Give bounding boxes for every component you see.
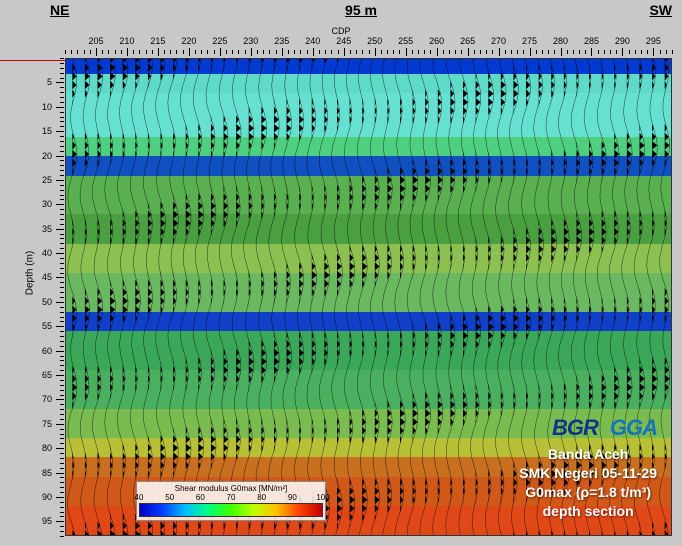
gga-logo: GGA [610, 415, 657, 441]
y-tick-label: 55 [42, 321, 52, 331]
x-tick-label: 205 [88, 36, 103, 46]
distance-label: 95 m [345, 2, 377, 18]
x-tick-label: 225 [212, 36, 227, 46]
y-tick-label: 65 [42, 370, 52, 380]
caption-param: G0max (ρ=1.8 t/m³) [519, 483, 657, 502]
x-tick-label: 260 [429, 36, 444, 46]
x-tick-label: 235 [274, 36, 289, 46]
caption-type: depth section [519, 502, 657, 521]
colorbar-tick: 70 [227, 493, 236, 502]
x-tick-label: 215 [150, 36, 165, 46]
y-tick-label: 25 [42, 175, 52, 185]
colorbar-tick: 50 [165, 493, 174, 502]
y-tick-label: 20 [42, 151, 52, 161]
x-tick-label: 220 [181, 36, 196, 46]
colorbar-tick: 60 [196, 493, 205, 502]
colorbar-tick: 100 [316, 493, 329, 502]
x-tick-label: 250 [367, 36, 382, 46]
direction-ne-label: NE [50, 2, 69, 18]
x-tick-label: 280 [553, 36, 568, 46]
colorbar: Shear modulus G0max [MN/m²] 40 50 60 70 80 90… [136, 481, 326, 521]
figure-caption: Banda Aceh SMK Negeri 05-11-29 G0max (ρ=… [519, 445, 657, 521]
x-tick-label: 230 [243, 36, 258, 46]
y-tick-label: 10 [42, 102, 52, 112]
caption-location: Banda Aceh [519, 445, 657, 464]
logo-area: BGR GGA [552, 415, 657, 441]
colorbar-title: Shear modulus G0max [MN/m²] [139, 484, 323, 493]
x-tick-label: 275 [522, 36, 537, 46]
x-tick-label: 240 [305, 36, 320, 46]
y-tick-label: 40 [42, 248, 52, 258]
x-tick-label: 270 [491, 36, 506, 46]
y-tick-label: 35 [42, 224, 52, 234]
x-tick-label: 290 [615, 36, 630, 46]
x-axis: 205 210 215 220 225 230 235 240 245 250 255 260 265 2… [65, 36, 672, 58]
y-tick-label: 45 [42, 272, 52, 282]
y-tick-label: 85 [42, 468, 52, 478]
y-axis: 5 10 15 20 25 30 35 40 45 50 55 60 65 70 75 80 85 90 95 [28, 58, 64, 536]
y-tick-label: 30 [42, 199, 52, 209]
bgr-logo: BGR [552, 415, 598, 441]
cdp-axis-label: CDP [331, 26, 350, 36]
y-tick-label: 60 [42, 346, 52, 356]
y-tick-label: 5 [47, 77, 52, 87]
y-tick-label: 95 [42, 516, 52, 526]
y-tick-label: 50 [42, 297, 52, 307]
colorbar-tick: 90 [288, 493, 297, 502]
direction-sw-label: SW [649, 2, 672, 18]
x-tick-label: 210 [119, 36, 134, 46]
depth-section-plot: BGR GGA Banda Aceh SMK Negeri 05-11-29 G… [65, 58, 672, 536]
x-tick-label: 285 [584, 36, 599, 46]
x-tick-label: 245 [336, 36, 351, 46]
colorbar-tick: 80 [257, 493, 266, 502]
y-tick-label: 90 [42, 492, 52, 502]
x-tick-label: 295 [646, 36, 661, 46]
caption-site: SMK Negeri 05-11-29 [519, 464, 657, 483]
colorbar-ticks: 405060708090100 [139, 493, 323, 503]
y-tick-label: 75 [42, 419, 52, 429]
colorbar-gradient [139, 503, 323, 517]
y-tick-label: 80 [42, 443, 52, 453]
y-tick-label: 15 [42, 126, 52, 136]
y-tick-label: 70 [42, 394, 52, 404]
x-tick-label: 265 [460, 36, 475, 46]
colorbar-tick: 40 [135, 493, 144, 502]
x-tick-label: 255 [398, 36, 413, 46]
red-reference-line [0, 60, 65, 61]
